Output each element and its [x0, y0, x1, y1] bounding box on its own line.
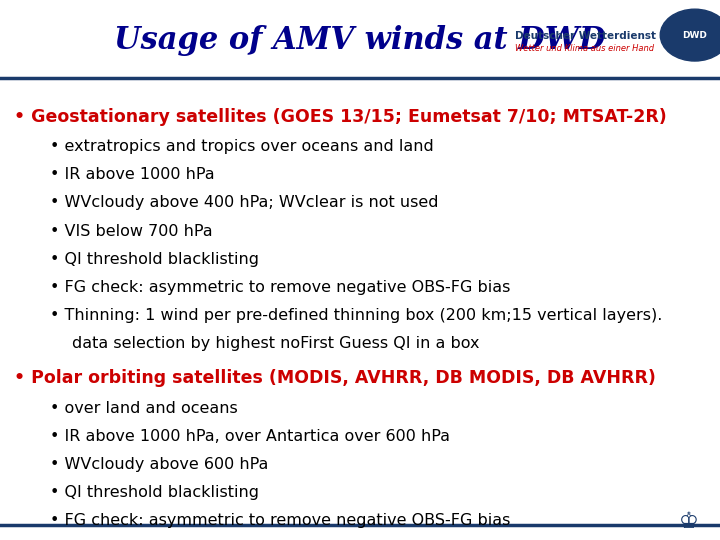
Text: • IR above 1000 hPa: • IR above 1000 hPa	[50, 167, 215, 183]
Text: • extratropics and tropics over oceans and land: • extratropics and tropics over oceans a…	[50, 139, 434, 154]
Text: • Thinning: 1 wind per pre-defined thinning box (200 km;15 vertical layers).: • Thinning: 1 wind per pre-defined thinn…	[50, 308, 663, 323]
Text: • Geostationary satellites (GOES 13/15; Eumetsat 7/10; MTSAT-2R): • Geostationary satellites (GOES 13/15; …	[14, 108, 667, 126]
Text: • WVcloudy above 400 hPa; WVclear is not used: • WVcloudy above 400 hPa; WVclear is not…	[50, 195, 439, 211]
Circle shape	[660, 9, 720, 61]
Text: • WVcloudy above 600 hPa: • WVcloudy above 600 hPa	[50, 457, 269, 472]
Text: ♔: ♔	[678, 512, 698, 532]
Text: Usage of AMV winds at DWD: Usage of AMV winds at DWD	[114, 25, 606, 56]
Text: • FG check: asymmetric to remove negative OBS-FG bias: • FG check: asymmetric to remove negativ…	[50, 513, 510, 528]
Text: • over land and oceans: • over land and oceans	[50, 401, 238, 416]
Text: DWD: DWD	[683, 31, 707, 39]
Text: • QI threshold blacklisting: • QI threshold blacklisting	[50, 252, 259, 267]
Text: • Polar orbiting satellites (MODIS, AVHRR, DB MODIS, DB AVHRR): • Polar orbiting satellites (MODIS, AVHR…	[14, 369, 656, 387]
Text: • FG check: asymmetric to remove negative OBS-FG bias: • FG check: asymmetric to remove negativ…	[50, 280, 510, 295]
Text: data selection by highest noFirst Guess QI in a box: data selection by highest noFirst Guess …	[72, 336, 480, 351]
Text: Deutscher Wetterdienst: Deutscher Wetterdienst	[515, 31, 656, 42]
Text: Wetter und Klima aus einer Hand: Wetter und Klima aus einer Hand	[515, 44, 654, 53]
Text: • VIS below 700 hPa: • VIS below 700 hPa	[50, 224, 213, 239]
Text: • QI threshold blacklisting: • QI threshold blacklisting	[50, 485, 259, 500]
Text: • IR above 1000 hPa, over Antartica over 600 hPa: • IR above 1000 hPa, over Antartica over…	[50, 429, 451, 444]
